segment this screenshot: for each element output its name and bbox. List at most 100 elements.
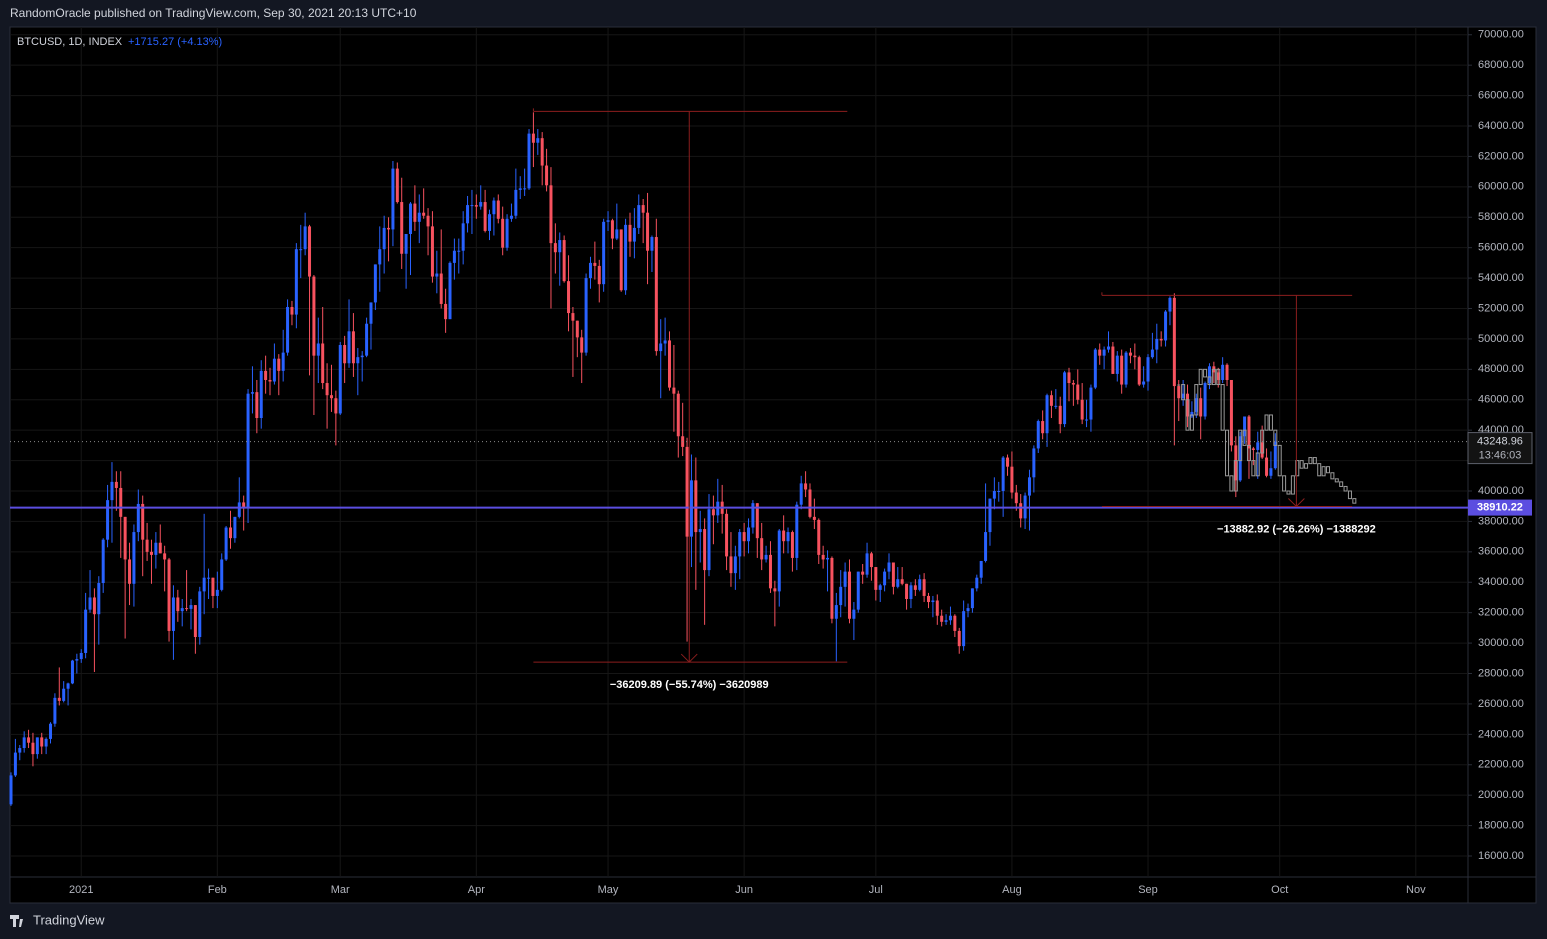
candle-body (843, 571, 847, 587)
candle-body (588, 262, 592, 279)
projection-bar (1286, 490, 1291, 495)
candle-body (1041, 421, 1045, 434)
candle-body (44, 738, 48, 747)
candle-body (861, 571, 865, 575)
candle-body (610, 220, 614, 239)
x-tick-label: Jul (869, 884, 883, 896)
candle-body (830, 557, 834, 619)
candle-body (53, 697, 57, 724)
candle-body (167, 559, 171, 631)
y-tick-label: 16000.00 (1478, 850, 1524, 862)
y-tick-label: 34000.00 (1478, 576, 1524, 588)
projection-bar (1339, 481, 1344, 487)
candle-body (66, 683, 70, 689)
candle-body (400, 202, 404, 254)
candle-body (1058, 405, 1062, 425)
candle-body (751, 503, 755, 528)
candle-body (580, 337, 584, 353)
candle-body (1076, 384, 1080, 400)
measure-arrow (1288, 498, 1305, 508)
logo-text: TradingView (33, 912, 105, 927)
candle-body (1071, 383, 1075, 385)
y-tick-label: 46000.00 (1478, 394, 1524, 406)
candle-body (466, 205, 470, 224)
candle-body (632, 227, 636, 242)
candle-body (1221, 364, 1225, 380)
candle-body (84, 609, 88, 653)
candle-body (1229, 379, 1233, 446)
candle-body (1080, 399, 1084, 420)
candle-body (387, 227, 391, 230)
projection-bar (1225, 429, 1230, 477)
candle-body (913, 585, 917, 590)
candle-body (782, 530, 786, 542)
candle-body (786, 532, 790, 542)
candle-body (123, 516, 127, 560)
candle-body (1128, 352, 1132, 356)
candle-body (452, 250, 456, 263)
x-tick-label: May (598, 884, 619, 896)
projection-bar (1238, 429, 1243, 462)
candle-body (799, 483, 803, 505)
candle-body (646, 212, 650, 251)
candle-body (944, 620, 948, 622)
candle-body (198, 591, 202, 638)
candle-body (101, 539, 105, 584)
x-tick-label: Nov (1406, 884, 1426, 896)
candle-body (215, 589, 219, 596)
candle-body (233, 516, 237, 539)
projection-bar (1282, 475, 1287, 492)
candle-body (703, 529, 707, 571)
y-tick-label: 32000.00 (1478, 607, 1524, 619)
candle-body (163, 553, 167, 560)
candle-body (1146, 357, 1150, 382)
projection-bar (1255, 452, 1260, 477)
candle-body (742, 532, 746, 542)
projection-bar (1207, 376, 1212, 386)
candle-body (79, 652, 83, 660)
candle-body (948, 615, 952, 621)
candle-body (35, 737, 39, 755)
projection-bar (1185, 399, 1190, 431)
overlay: 38910.22 43248.96 13:46:03 −36209.89 (−55.7… (10, 108, 1533, 691)
projection-bar (1181, 384, 1186, 401)
candle-body (347, 331, 351, 364)
measure-label: −13882.92 (−26.26%) −1388292 (1217, 523, 1376, 535)
candle-body (918, 579, 922, 590)
candle-body (365, 323, 369, 356)
candle-body (940, 615, 944, 622)
candle-body (553, 243, 557, 253)
x-tick-label: Apr (468, 884, 485, 896)
candle-body (211, 577, 215, 596)
projection-bar (1260, 429, 1265, 454)
candle-body (900, 579, 904, 584)
candle-body (1120, 355, 1124, 385)
candle-body (128, 559, 132, 584)
projection-bar (1317, 463, 1322, 477)
y-tick-label: 58000.00 (1478, 211, 1524, 223)
candle-body (1172, 297, 1176, 387)
candle-body (1164, 311, 1168, 341)
projection-bar (1198, 368, 1203, 386)
candle-body (523, 188, 527, 190)
candle-body (1098, 349, 1102, 356)
last-price-label: 43248.96 (1477, 436, 1523, 448)
y-tick-label: 52000.00 (1478, 302, 1524, 314)
candle-body (132, 532, 136, 584)
hline-price-box (1468, 499, 1532, 516)
candle-body (325, 383, 329, 396)
candle-body (694, 480, 698, 533)
candle-body (984, 532, 988, 561)
projection-bar (1330, 472, 1335, 480)
candle-body (817, 519, 821, 555)
candle-body (246, 393, 250, 508)
projection-bar (1203, 368, 1208, 378)
candle-body (391, 168, 395, 230)
candle-body (404, 233, 408, 254)
y-tick-label: 38000.00 (1478, 515, 1524, 527)
candle-body (1159, 338, 1163, 341)
candle-body (1194, 398, 1198, 412)
candle-body (294, 249, 298, 315)
y-tick-label: 62000.00 (1478, 150, 1524, 162)
